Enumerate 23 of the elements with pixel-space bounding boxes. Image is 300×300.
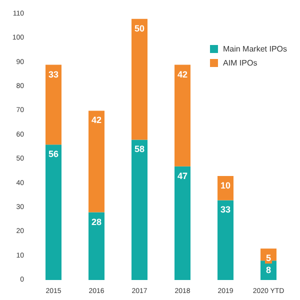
bar <box>174 64 190 166</box>
data-label: 8 <box>266 265 272 276</box>
data-label: 56 <box>48 149 59 160</box>
bar <box>174 166 190 280</box>
bar <box>46 64 62 145</box>
bar <box>88 212 104 280</box>
data-label: 10 <box>220 180 231 191</box>
bar <box>88 110 104 212</box>
data-label: 47 <box>177 170 188 181</box>
data-label: 33 <box>220 204 231 215</box>
bar <box>132 18 148 140</box>
data-label: 42 <box>91 115 102 126</box>
data-label: 42 <box>177 69 188 80</box>
bar <box>46 144 62 280</box>
bar <box>218 200 234 280</box>
data-label: 28 <box>91 216 102 227</box>
data-label: 58 <box>134 144 145 154</box>
data-label: 33 <box>48 69 59 80</box>
data-label: 5 <box>266 253 272 264</box>
bar <box>132 140 148 280</box>
legend-label: Main Market IPOs <box>222 44 287 54</box>
data-label: 50 <box>134 23 145 34</box>
legend-label: AIM IPOs <box>222 58 258 68</box>
